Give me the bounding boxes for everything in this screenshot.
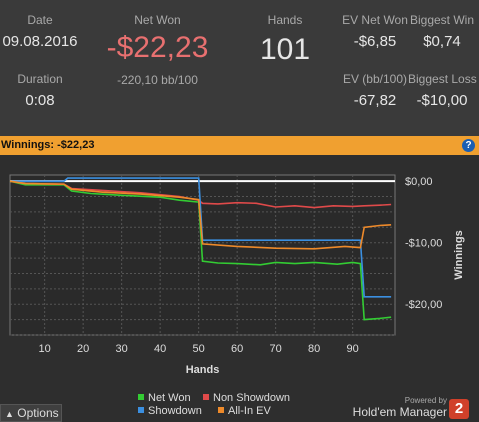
winnings-bar: Winnings: -$22,23 ? [0,136,479,155]
biggest-win-label: Biggest Win [409,13,475,27]
date-value: 09.08.2016 [2,33,78,50]
x-tick-label: 80 [308,343,320,355]
biggest-win-value: $0,74 [423,33,461,50]
legend-label-showdown: Showdown [148,405,202,417]
series-line-non-showdown [9,180,392,209]
x-axis-label: Hands [186,364,220,376]
x-tick-label: 10 [39,343,51,355]
series-line-allin-ev [9,180,392,250]
x-tick-label: 70 [270,343,282,355]
x-tick-label: 30 [116,343,128,355]
session-summary: Date 09.08.2016 Duration 0:08 Net Won -$… [0,0,479,136]
legend-label-net-won: Net Won [148,392,191,404]
x-tick-label: 50 [193,343,205,355]
ev-net-won-value: -$6,85 [353,33,397,50]
y-tick-label: $0,00 [405,176,433,188]
legend-swatch-non-showdown [203,394,209,400]
x-tick-label: 60 [231,343,243,355]
winnings-chart-panel: 10 20 30 40 50 60 70 80 90 $0,00 -$10,00 -$20,00 Han… [0,155,479,422]
chevron-up-icon: ▲ [5,409,14,419]
help-icon[interactable]: ? [462,139,475,152]
hands-value: 101 [259,33,311,66]
date-label: Date [27,13,53,27]
x-tick-label: 20 [77,343,89,355]
options-button[interactable]: ▲ Options [0,404,62,422]
legend-swatch-net-won [138,394,144,400]
series-line-showdown [10,177,392,298]
hm2-logo-icon: 2 [449,399,469,419]
net-won-value: -$22,23 [106,31,209,64]
y-axis-label: Winnings [453,230,465,279]
powered-by-label: Powered by [404,396,447,405]
winnings-bar-value: -$22,23 [57,139,95,151]
net-won-bb100: -220,10 bb/100 [117,73,198,87]
series-line-net-won [9,180,392,321]
biggest-loss-value: -$10,00 [416,92,468,109]
legend-swatch-allin-ev [218,407,224,413]
winnings-chart: 10 20 30 40 50 60 70 80 90 $0,00 -$10,00 -$20,00 Han… [9,174,465,417]
duration-value: 0:08 [25,92,55,109]
brand-name: Hold'em Manager [352,405,447,419]
winnings-bar-label: Winnings: [1,139,55,151]
ev-bb100-value: -67,82 [353,92,397,109]
y-tick-label: -$10,00 [405,238,442,250]
x-tick-label: 90 [347,343,359,355]
x-tick-label: 40 [154,343,166,355]
y-tick-label: -$20,00 [405,299,442,311]
net-won-label: Net Won [134,13,181,27]
ev-bb100-label: EV (bb/100) [342,72,408,86]
options-label: Options [17,406,59,420]
legend-label-non-showdown: Non Showdown [213,392,290,404]
duration-label: Duration [17,72,63,86]
biggest-loss-label: Biggest Loss [408,72,477,86]
legend-swatch-showdown [138,407,144,413]
legend-label-allin-ev: All-In EV [228,405,271,417]
ev-net-won-label: EV Net Won [342,13,408,27]
hands-label: Hands [267,13,303,27]
